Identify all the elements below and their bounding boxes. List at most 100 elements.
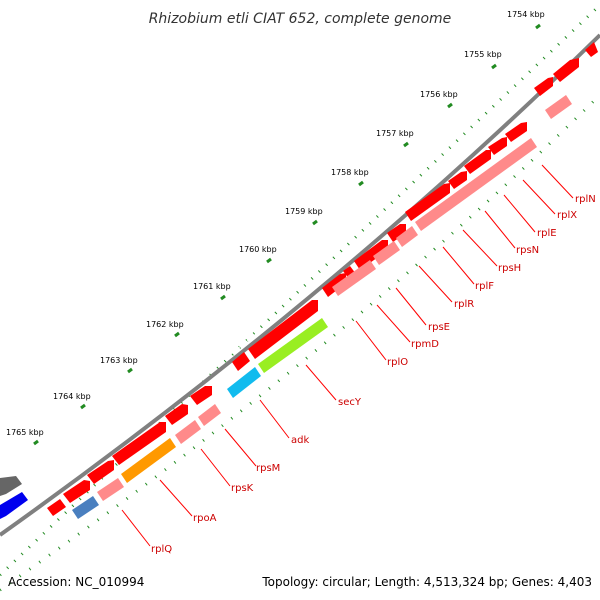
summary-text: Topology: circular; Length: 4,513,324 bp… xyxy=(261,575,592,589)
kbp-label: 1760 kbp xyxy=(239,245,277,254)
gene-label-rplX: rplX xyxy=(557,210,577,221)
gene-rpoA xyxy=(121,438,176,483)
gene-forward xyxy=(405,183,450,221)
gene-label-rplR: rplR xyxy=(454,299,474,310)
gene-label-rplN: rplN xyxy=(575,194,596,205)
genome-backbone-inner xyxy=(0,27,600,529)
label-line-rplR xyxy=(418,265,453,303)
major-tick xyxy=(358,180,364,187)
kbp-label: 1758 kbp xyxy=(331,168,369,177)
gene-label-rplF: rplF xyxy=(475,281,494,292)
gene-label-rpmD: rpmD xyxy=(411,339,439,350)
kbp-label: 1754 kbp xyxy=(507,10,545,19)
kbp-scale-labels: 1754 kbp 1755 kbp 1756 kbp 1757 kbp 1758… xyxy=(6,10,545,437)
kbp-label: 1759 kbp xyxy=(285,207,323,216)
accession-text: Accession: NC_010994 xyxy=(8,575,144,589)
label-line-rpsN xyxy=(484,210,516,249)
kbp-label: 1756 kbp xyxy=(420,90,458,99)
label-line-secY xyxy=(305,364,337,401)
major-tick xyxy=(403,141,409,148)
gene-label-rplE: rplE xyxy=(537,228,557,239)
gene-label-rpsH: rpsH xyxy=(498,263,521,274)
major-tick xyxy=(220,294,226,301)
major-tick xyxy=(491,63,497,70)
gene-reverse xyxy=(332,260,376,296)
label-line-rpsK xyxy=(200,448,231,487)
label-line-rpsM xyxy=(224,428,257,467)
edge-gene-blue xyxy=(0,492,28,519)
major-tick xyxy=(174,331,180,338)
major-tick xyxy=(535,23,541,30)
label-line-rplF xyxy=(442,246,475,285)
gene-reverse xyxy=(97,478,124,501)
gene-adk xyxy=(227,367,261,398)
label-line-rpoA xyxy=(159,479,193,517)
gene-forward xyxy=(488,137,507,155)
gene-forward xyxy=(63,480,90,503)
label-line-rplX xyxy=(522,179,556,215)
gene-forward xyxy=(190,386,212,405)
major-tick xyxy=(127,367,133,374)
gene-forward xyxy=(322,273,346,297)
kbp-label: 1763 kbp xyxy=(100,356,138,365)
genome-backbone xyxy=(0,33,600,537)
gene-label-rpsE: rpsE xyxy=(428,322,450,333)
kbp-label: 1764 kbp xyxy=(53,392,91,401)
gene-forward xyxy=(387,224,406,242)
gene-forward xyxy=(87,460,114,484)
gene-forward xyxy=(534,77,553,96)
gene-labels: rplN rplX rplE rpsN rpsH rplF rplR rpsE … xyxy=(151,194,596,555)
major-tick xyxy=(33,439,39,446)
gene-secY xyxy=(258,318,328,373)
gene-label-rplO: rplO xyxy=(387,357,408,368)
gene-label-rpsN: rpsN xyxy=(516,245,539,256)
label-line-rplN xyxy=(541,164,574,199)
gene-reverse xyxy=(415,138,537,231)
gene-forward xyxy=(248,300,318,359)
kbp-label: 1755 kbp xyxy=(464,50,502,59)
label-line-adk xyxy=(259,399,290,439)
label-line-rplQ xyxy=(121,509,151,547)
gene-label-adk: adk xyxy=(291,435,309,446)
gene-forward xyxy=(553,58,579,82)
gene-reverse xyxy=(373,241,400,265)
major-tick xyxy=(80,403,86,410)
gene-forward xyxy=(165,404,188,425)
gene-forward xyxy=(448,171,467,189)
major-tick xyxy=(447,102,453,109)
gene-reverse xyxy=(545,95,572,119)
gene-forward xyxy=(585,42,598,57)
gene-forward xyxy=(232,352,250,371)
gene-label-rplQ: rplQ xyxy=(151,544,172,555)
label-line-rpsE xyxy=(395,287,427,326)
major-ticks xyxy=(33,23,541,446)
gene-forward xyxy=(505,122,527,142)
gene-label-rpsK: rpsK xyxy=(231,483,254,494)
gene-forward xyxy=(47,499,66,516)
map-title: Rhizobium etli CIAT 652, complete genome xyxy=(149,11,452,27)
major-tick xyxy=(312,219,318,226)
kbp-label: 1765 kbp xyxy=(6,428,44,437)
kbp-label: 1761 kbp xyxy=(193,282,231,291)
major-tick xyxy=(266,257,272,264)
kbp-label: 1762 kbp xyxy=(146,320,184,329)
gene-reverse xyxy=(198,404,221,426)
gene-forward xyxy=(464,150,491,174)
kbp-label: 1757 kbp xyxy=(376,129,414,138)
gene-forward xyxy=(112,422,166,465)
gene-label-secY: secY xyxy=(338,397,362,408)
gene-label-rpsM: rpsM xyxy=(256,463,280,474)
edge-gene-gray xyxy=(0,476,22,496)
label-line-rpsH xyxy=(462,229,498,267)
gene-reverse xyxy=(396,226,418,247)
gene-label-rpoA: rpoA xyxy=(193,513,217,524)
gene-rplQ xyxy=(72,496,99,519)
label-line-rplE xyxy=(503,194,536,233)
reverse-genes xyxy=(72,95,572,519)
label-line-rplO xyxy=(355,320,387,361)
gene-forward xyxy=(354,240,388,270)
gene-reverse xyxy=(175,420,201,444)
label-line-rpmD xyxy=(376,304,411,343)
label-lines xyxy=(121,164,574,547)
